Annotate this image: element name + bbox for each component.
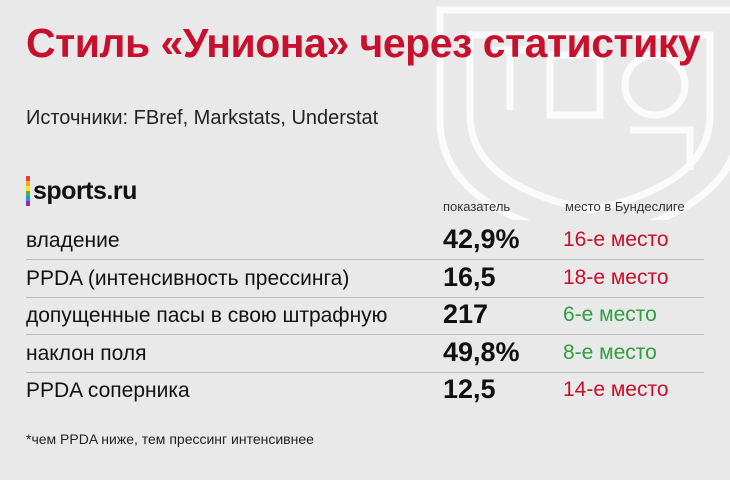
rank-column-header: место в Бундеслиге (565, 199, 685, 214)
logo-text: sports.ru (33, 176, 137, 205)
row-value: 16,5 (443, 261, 496, 292)
row-label: допущенные пасы в свою штрафную (26, 304, 388, 327)
table-row: PPDA соперника 12,5 14-е место (0, 373, 730, 410)
row-value: 42,9% (443, 224, 520, 254)
footnote: *чем PPDA ниже, тем прессинг интенсивнее (26, 431, 314, 447)
row-value: 12,5 (443, 374, 496, 404)
logo-color-bar-icon (26, 176, 30, 206)
row-label: PPDA соперника (26, 379, 190, 402)
row-label: PPDA (интенсивность прессинга) (26, 266, 350, 290)
row-rank: 6-е место (563, 303, 657, 326)
table-row: владение 42,9% 16-е место (0, 223, 730, 260)
sports-ru-logo: sports.ru (26, 176, 137, 206)
row-divider (26, 259, 704, 260)
row-rank: 8-е место (563, 340, 657, 364)
row-label: владение (26, 229, 120, 252)
row-rank: 16-е место (563, 228, 669, 251)
club-crest-watermark (436, 6, 730, 220)
row-rank: 18-е место (563, 265, 669, 289)
row-divider (26, 334, 704, 335)
row-label: наклон поля (26, 341, 147, 365)
row-divider (26, 371, 704, 373)
row-divider (26, 296, 704, 298)
source-line: Источники: FBref, Markstats, Understat (26, 107, 379, 129)
row-value: 49,8% (443, 336, 520, 367)
table-row: PPDA (интенсивность прессинга) 16,5 18-е м… (0, 261, 730, 298)
row-rank: 14-е место (563, 378, 669, 401)
row-value: 217 (443, 299, 489, 329)
table-row: наклон поля 49,8% 8-е место (0, 336, 730, 373)
table-row: допущенные пасы в свою штрафную 217 6-е ме… (0, 298, 730, 335)
page-title: Стиль «Униона» через статистику (26, 20, 701, 66)
value-column-header: показатель (443, 199, 511, 214)
